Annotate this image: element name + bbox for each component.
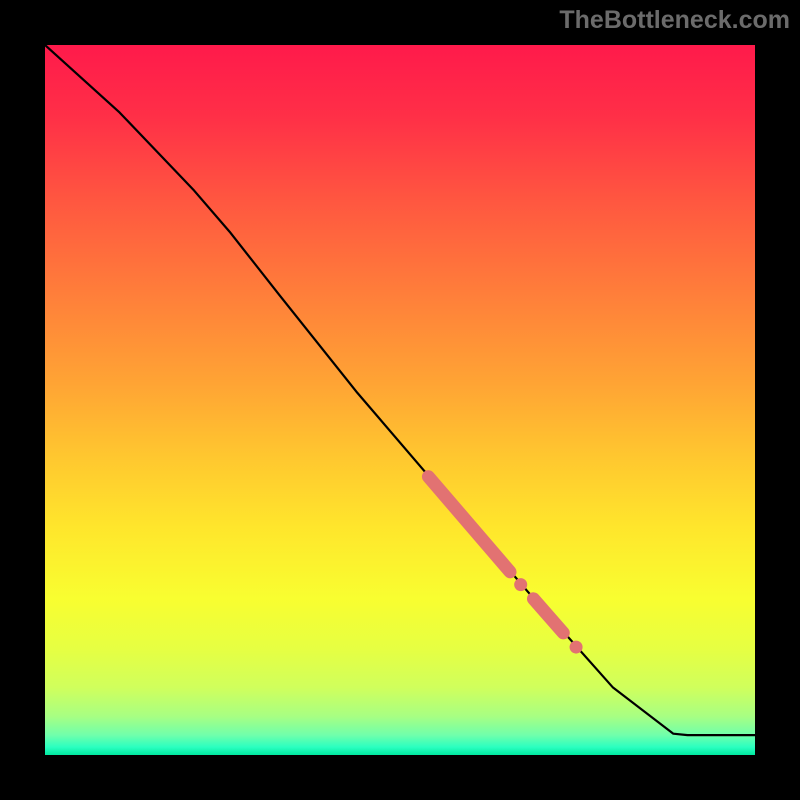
chart-frame: TheBottleneck.com xyxy=(0,0,800,800)
highlight-dot-0 xyxy=(514,578,527,591)
gradient-plot xyxy=(45,45,755,755)
watermark-text: TheBottleneck.com xyxy=(559,6,790,35)
gradient-background xyxy=(45,45,755,755)
highlight-dot-1 xyxy=(570,641,583,654)
